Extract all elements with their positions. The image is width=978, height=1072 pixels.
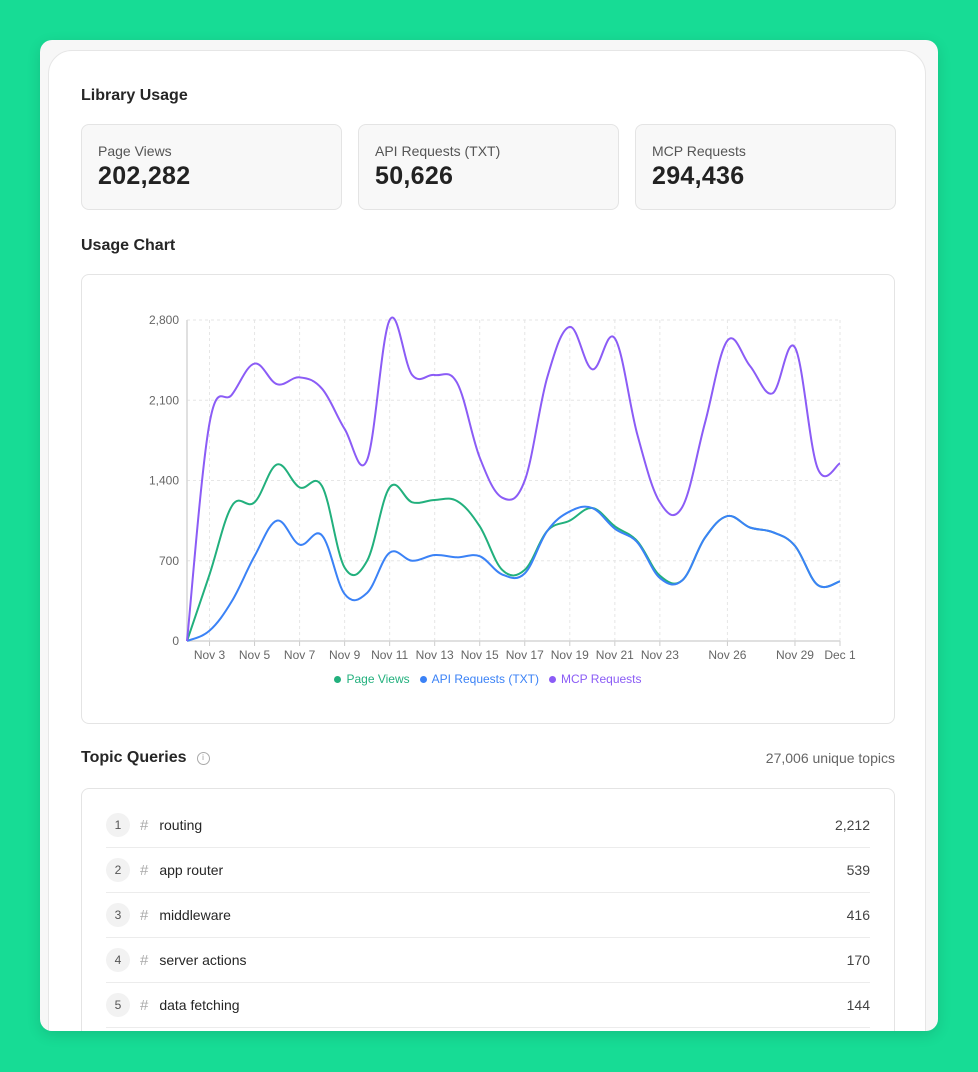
rank-badge: 5 xyxy=(106,993,130,1017)
svg-text:Nov 29: Nov 29 xyxy=(776,648,814,662)
topic-count: 170 xyxy=(846,952,870,968)
library-usage-card: Library Usage Page Views 202,282 API Req… xyxy=(48,50,926,1031)
topic-name: app router xyxy=(159,862,224,878)
unique-topics-count: 27,006 unique topics xyxy=(765,750,895,766)
info-icon[interactable]: i xyxy=(196,751,210,765)
line-chart: 0 700 1,400 2,100 2,800 Nov 3 Nov 5 Nov 7 Nov 9 N… xyxy=(149,313,856,662)
stat-label: API Requests (TXT) xyxy=(375,143,501,159)
svg-text:Nov 23: Nov 23 xyxy=(641,648,679,662)
list-item[interactable]: 3 # middleware 416 xyxy=(106,893,870,938)
hash-icon: # xyxy=(140,951,149,969)
hash-icon: # xyxy=(140,861,149,879)
rank-badge: 1 xyxy=(106,813,130,837)
svg-text:Nov 3: Nov 3 xyxy=(194,648,226,662)
topic-count: 539 xyxy=(846,862,870,878)
stat-card-page-views: Page Views 202,282 xyxy=(81,124,342,210)
svg-text:Dec 1: Dec 1 xyxy=(824,648,856,662)
topic-count: 416 xyxy=(846,907,870,923)
outer-frame: Library Usage Page Views 202,282 API Req… xyxy=(40,40,938,1031)
library-usage-title: Library Usage xyxy=(81,87,188,104)
rank-badge: 3 xyxy=(106,903,130,927)
legend-label: API Requests (TXT) xyxy=(431,672,540,686)
hash-icon: # xyxy=(140,996,149,1014)
legend-label: Page Views xyxy=(346,672,410,686)
svg-text:2,800: 2,800 xyxy=(149,313,179,327)
usage-chart: 0 700 1,400 2,100 2,800 Nov 3 Nov 5 Nov 7 Nov 9 N… xyxy=(81,274,895,724)
svg-text:Nov 5: Nov 5 xyxy=(239,648,271,662)
legend-item-page-views[interactable]: Page Views xyxy=(334,672,410,686)
svg-text:1,400: 1,400 xyxy=(149,474,179,488)
topic-name: data fetching xyxy=(159,997,240,1013)
svg-text:Nov 9: Nov 9 xyxy=(329,648,361,662)
svg-text:Nov 26: Nov 26 xyxy=(708,648,746,662)
list-item[interactable]: 4 # server actions 170 xyxy=(106,938,870,983)
svg-text:Nov 17: Nov 17 xyxy=(506,648,544,662)
svg-text:Nov 15: Nov 15 xyxy=(461,648,499,662)
legend-dot-icon xyxy=(549,675,557,683)
topic-queries-header: Topic Queries i 27,006 unique topics xyxy=(81,749,895,767)
svg-text:700: 700 xyxy=(159,554,179,568)
stat-value: 202,282 xyxy=(98,162,191,190)
stat-value: 50,626 xyxy=(375,162,454,190)
topic-queries-list: 1 # routing 2,212 2 # app router 539 3 #… xyxy=(81,788,895,1031)
svg-text:2,100: 2,100 xyxy=(149,393,179,407)
legend-item-api-requests[interactable]: API Requests (TXT) xyxy=(419,672,540,686)
stat-value: 294,436 xyxy=(652,162,745,190)
svg-text:Nov 19: Nov 19 xyxy=(551,648,589,662)
topic-count: 2,212 xyxy=(834,817,870,833)
stat-card-api-requests: API Requests (TXT) 50,626 xyxy=(358,124,619,210)
topic-name: middleware xyxy=(159,907,231,923)
svg-text:Nov 7: Nov 7 xyxy=(284,648,316,662)
topic-name: routing xyxy=(159,817,203,833)
usage-chart-title: Usage Chart xyxy=(81,237,176,254)
rank-badge: 2 xyxy=(106,858,130,882)
hash-icon: # xyxy=(140,816,149,834)
hash-icon: # xyxy=(140,906,149,924)
svg-text:Nov 13: Nov 13 xyxy=(416,648,454,662)
chart-legend: Page Views API Requests (TXT) MCP Reques… xyxy=(82,672,894,686)
stat-label: Page Views xyxy=(98,143,172,159)
svg-text:0: 0 xyxy=(172,634,179,648)
list-item[interactable]: 1 # routing 2,212 xyxy=(106,803,870,848)
stats-row: Page Views 202,282 API Requests (TXT) 50… xyxy=(81,124,896,210)
stat-label: MCP Requests xyxy=(652,143,746,159)
legend-dot-icon xyxy=(334,675,342,683)
stat-card-mcp-requests: MCP Requests 294,436 xyxy=(635,124,896,210)
legend-dot-icon xyxy=(419,675,427,683)
legend-label: MCP Requests xyxy=(561,672,642,686)
svg-text:Nov 11: Nov 11 xyxy=(371,648,408,662)
list-item[interactable]: 5 # data fetching 144 xyxy=(106,983,870,1028)
topic-queries-title: Topic Queries xyxy=(81,749,187,766)
legend-item-mcp-requests[interactable]: MCP Requests xyxy=(549,672,642,686)
list-item[interactable]: 2 # app router 539 xyxy=(106,848,870,893)
topic-name: server actions xyxy=(159,952,247,968)
svg-text:Nov 21: Nov 21 xyxy=(596,648,634,662)
rank-badge: 4 xyxy=(106,948,130,972)
topic-count: 144 xyxy=(846,997,870,1013)
